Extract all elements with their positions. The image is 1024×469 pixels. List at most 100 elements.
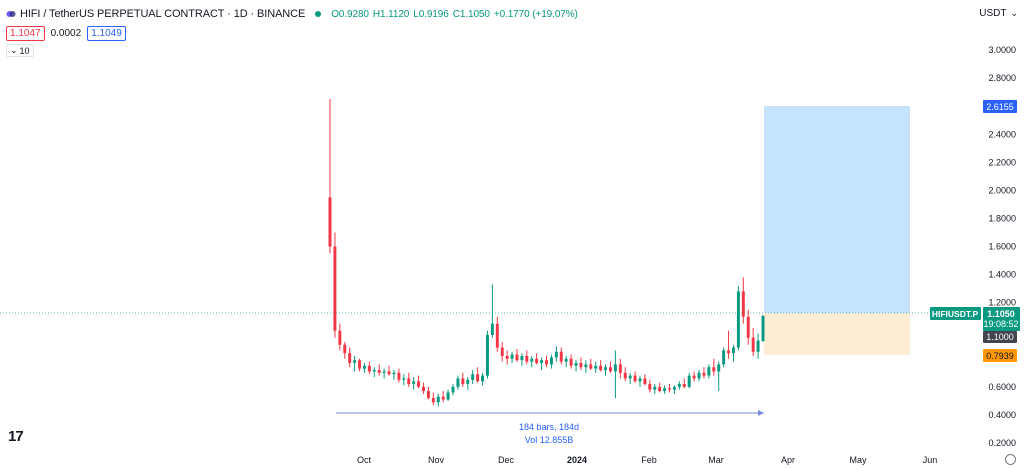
candle-body (471, 374, 475, 380)
currency-selector[interactable]: USDT ⌄ (979, 8, 1018, 19)
symbol-logo-icon (6, 11, 16, 17)
entry-price-tag[interactable] (983, 331, 1017, 343)
loss-zone[interactable] (764, 313, 910, 355)
target-price-tag[interactable] (983, 100, 1017, 113)
candle-body (761, 315, 765, 341)
stop-price-label: 0.7939 (986, 351, 1014, 361)
countdown-label: 19:08:52 (983, 319, 1018, 329)
candle-body (343, 344, 347, 354)
candle-body (500, 347, 504, 356)
candle-body (392, 372, 396, 375)
time-axis-label: Nov (428, 455, 445, 465)
ohlc-change: +0.1770 (+19.07%) (493, 8, 578, 20)
candle-body (412, 381, 416, 385)
candle-body (648, 384, 652, 390)
candle-body (623, 372, 627, 379)
candle-body (707, 367, 711, 376)
candle-body (387, 371, 391, 375)
symbol-tag[interactable] (930, 307, 981, 320)
candle-body (736, 291, 740, 348)
candle-body (692, 375, 696, 379)
candle-body (741, 291, 745, 317)
candle-body (604, 367, 608, 371)
candle-body (461, 378, 465, 385)
candle-body (653, 386, 657, 390)
symbol-title[interactable]: HIFI / TetherUS PERPETUAL CONTRACT · 1D … (20, 8, 306, 20)
price-axis-label: 1.4000 (988, 270, 1016, 280)
candle-body (333, 246, 337, 331)
symbol-tag-label: HIFIUSDT.P (932, 309, 979, 319)
candle-body (446, 392, 450, 400)
candle-body (722, 350, 726, 365)
candle-body (402, 378, 406, 380)
candle-body (663, 388, 667, 392)
sell-price-button[interactable]: 1.1047 (6, 26, 45, 41)
candle-body (431, 398, 435, 403)
candles-group (328, 99, 765, 407)
candle-body (668, 388, 671, 390)
price-axis-label: 0.6000 (988, 382, 1016, 392)
profit-zone[interactable] (764, 106, 910, 313)
candle-body (756, 340, 760, 352)
candle-body (732, 347, 735, 354)
candle-body (569, 358, 573, 366)
candle-body (687, 375, 691, 387)
time-axis-label: 2024 (567, 455, 587, 465)
candle-body (613, 364, 617, 372)
candle-body (618, 364, 622, 373)
candle-body (549, 357, 553, 365)
time-axis[interactable]: Oct Nov Dec 2024 Feb Mar Apr May Jun (357, 455, 937, 465)
price-axis-label: 2.2000 (988, 157, 1016, 167)
candle-body (643, 378, 647, 385)
price-axis-label: 3.0000 (988, 45, 1016, 55)
gear-icon[interactable] (1005, 454, 1016, 465)
ohlc-low: L0.9196 (413, 8, 449, 20)
indicator-count: 10 (19, 45, 30, 56)
price-axis-label: 0.2000 (988, 438, 1016, 448)
candle-body (589, 364, 593, 369)
candle-body (638, 378, 642, 382)
symbol-legend[interactable]: HIFI / TetherUS PERPETUAL CONTRACT · 1D … (6, 8, 578, 20)
currency-label: USDT (979, 8, 1007, 19)
candle-body (746, 316, 750, 338)
candle-body (422, 386, 425, 392)
candle-body (358, 360, 361, 369)
spread-value: 0.0002 (50, 28, 82, 39)
candle-body (505, 355, 509, 359)
stop-price-tag[interactable] (983, 349, 1017, 362)
candle-body (436, 396, 440, 403)
range-volume-text: Vol 12.855B (525, 435, 574, 445)
candle-body (574, 362, 578, 366)
candle-body (608, 367, 612, 372)
market-status-icon (315, 11, 322, 17)
candle-body (702, 372, 706, 376)
price-axis-label: 0.4000 (988, 410, 1016, 420)
candle-body (382, 371, 386, 373)
candle-body (727, 350, 731, 354)
candle-body (362, 365, 366, 369)
candle-body (559, 351, 563, 362)
candle-body (466, 379, 470, 385)
entry-price-label: 1.1000 (986, 332, 1014, 342)
time-axis-label: Dec (498, 455, 515, 465)
price-axis-label: 1.2000 (988, 298, 1016, 308)
candle-body (633, 375, 637, 382)
candle-body (579, 362, 583, 368)
candle-body (441, 396, 445, 400)
candle-body (628, 375, 632, 379)
candle-body (564, 358, 568, 362)
chevron-down-icon: ⌄ (10, 45, 18, 55)
time-axis-label: Oct (357, 455, 372, 465)
candle-body (682, 384, 686, 387)
current-price-tag[interactable] (983, 307, 1020, 331)
ohlc-close: C1.1050 (452, 8, 490, 20)
candle-body (658, 386, 662, 392)
tradingview-logo-icon[interactable]: 17 (8, 428, 24, 445)
candle-body (697, 372, 701, 379)
indicator-toggle[interactable]: ⌄ 10 (6, 44, 34, 57)
range-bars-text: 184 bars, 184d (519, 422, 579, 432)
price-axis-label: 2.4000 (988, 129, 1016, 139)
buy-price-button[interactable]: 1.1049 (87, 26, 126, 41)
